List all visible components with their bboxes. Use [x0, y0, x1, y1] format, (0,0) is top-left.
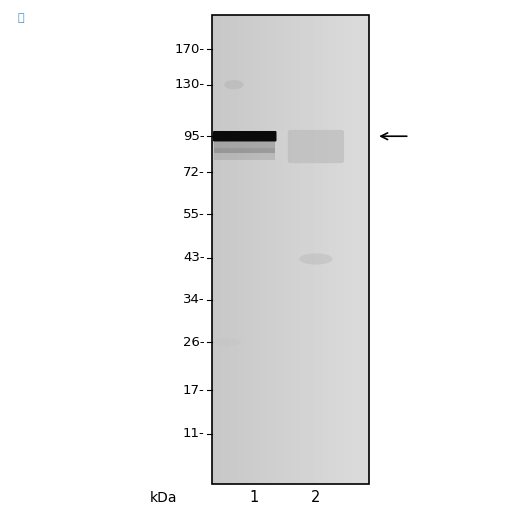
Text: 72-: 72- — [183, 166, 205, 179]
Text: 55-: 55- — [183, 208, 205, 221]
FancyBboxPatch shape — [288, 130, 344, 163]
Text: 170-: 170- — [175, 42, 205, 56]
Text: 26-: 26- — [183, 336, 205, 349]
Text: 11-: 11- — [183, 427, 205, 440]
Ellipse shape — [213, 338, 241, 347]
Bar — [212, 15, 369, 484]
Text: 95-: 95- — [183, 130, 205, 143]
Text: 130-: 130- — [175, 78, 205, 91]
Bar — [214, 148, 275, 160]
Text: 2: 2 — [311, 490, 321, 505]
FancyBboxPatch shape — [213, 131, 276, 141]
Text: 34-: 34- — [183, 293, 205, 306]
Text: kDa: kDa — [150, 490, 178, 505]
Text: 43-: 43- — [183, 251, 205, 264]
Ellipse shape — [299, 253, 333, 265]
Ellipse shape — [224, 80, 244, 89]
Bar — [214, 139, 275, 153]
Text: Ⓐ: Ⓐ — [17, 13, 24, 23]
Text: 17-: 17- — [183, 383, 205, 397]
Text: 1: 1 — [250, 490, 259, 505]
